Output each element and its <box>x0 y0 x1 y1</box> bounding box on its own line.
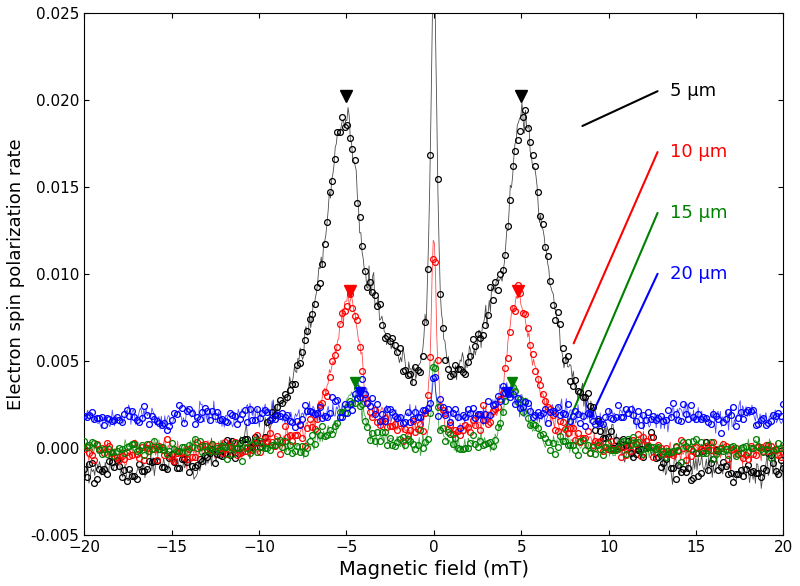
X-axis label: Magnetic field (mT): Magnetic field (mT) <box>339 560 529 579</box>
Text: 5 μm: 5 μm <box>670 82 716 100</box>
Text: 15 μm: 15 μm <box>670 204 727 222</box>
Text: 10 μm: 10 μm <box>670 143 727 161</box>
Y-axis label: Electron spin polarization rate: Electron spin polarization rate <box>7 138 25 410</box>
Text: 20 μm: 20 μm <box>670 265 727 283</box>
